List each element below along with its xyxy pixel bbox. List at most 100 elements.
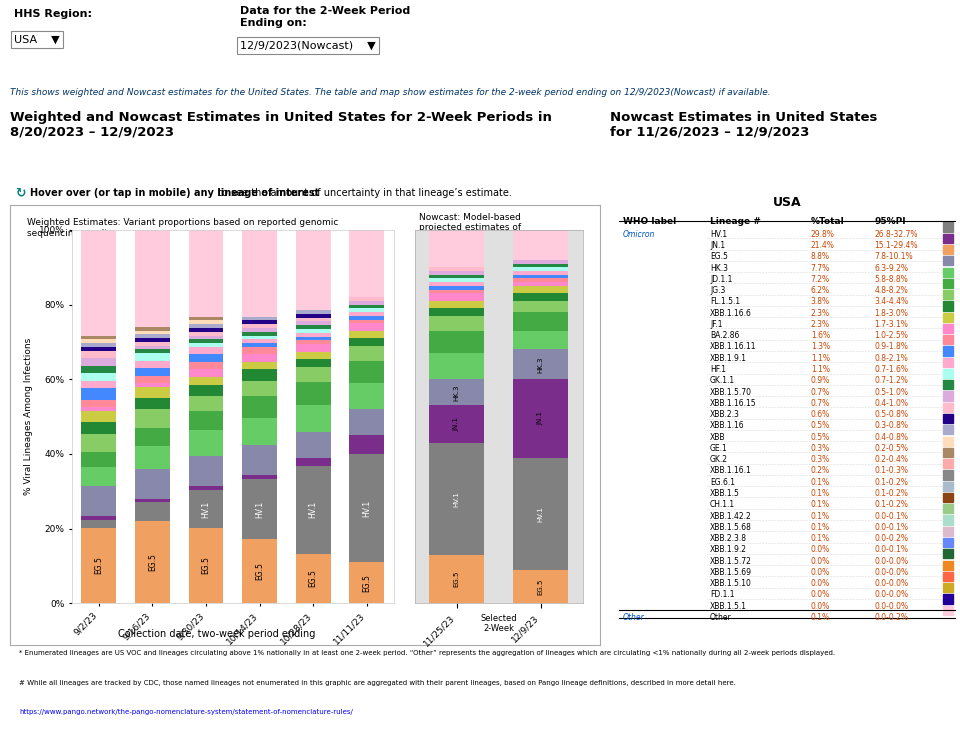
Bar xyxy=(349,383,384,409)
Bar xyxy=(82,373,116,381)
Bar xyxy=(296,333,330,336)
Bar xyxy=(429,353,484,379)
Text: 0.0-0.1%: 0.0-0.1% xyxy=(875,511,908,520)
Bar xyxy=(82,388,116,400)
Bar xyxy=(82,343,116,347)
Bar xyxy=(82,520,116,528)
Text: XBB.1.9.1: XBB.1.9.1 xyxy=(710,354,747,363)
Bar xyxy=(429,286,484,290)
Text: 0.3%: 0.3% xyxy=(810,444,830,453)
Text: 1.1%: 1.1% xyxy=(810,365,829,374)
Text: 2.3%: 2.3% xyxy=(810,308,829,317)
Bar xyxy=(944,391,953,400)
Text: 1.0-2.5%: 1.0-2.5% xyxy=(875,331,908,340)
Text: 0.1-0.2%: 0.1-0.2% xyxy=(875,500,908,509)
Bar xyxy=(135,498,170,502)
Bar xyxy=(514,267,568,271)
Bar xyxy=(944,504,953,513)
Text: XBB.1.16.15: XBB.1.16.15 xyxy=(710,399,756,408)
Text: 0.5%: 0.5% xyxy=(810,433,830,442)
Text: XBB.2.3.8: XBB.2.3.8 xyxy=(710,534,747,543)
Bar xyxy=(296,405,330,432)
Text: 0.1-0.2%: 0.1-0.2% xyxy=(875,478,908,487)
Bar xyxy=(944,459,953,468)
Text: FL.1.5.1: FL.1.5.1 xyxy=(710,297,740,306)
Text: JN.1: JN.1 xyxy=(538,412,543,425)
Text: Collection date, two-week period ending: Collection date, two-week period ending xyxy=(117,629,315,639)
Text: 3.8%: 3.8% xyxy=(810,297,829,306)
Bar xyxy=(514,458,568,569)
Text: 2.3%: 2.3% xyxy=(810,320,829,329)
Text: JG.3: JG.3 xyxy=(710,287,726,295)
Text: 0.6%: 0.6% xyxy=(810,410,830,419)
Bar xyxy=(514,278,568,282)
Text: 0.5-1.0%: 0.5-1.0% xyxy=(875,388,908,397)
Bar xyxy=(514,331,568,349)
Bar xyxy=(514,312,568,331)
Bar xyxy=(135,446,170,469)
Bar xyxy=(944,583,953,592)
Bar xyxy=(296,553,330,603)
Bar xyxy=(242,332,277,336)
Bar xyxy=(349,316,384,320)
Text: EG.6.1: EG.6.1 xyxy=(710,478,735,487)
Text: 0.0-0.1%: 0.0-0.1% xyxy=(875,545,908,554)
Text: 0.1-0.2%: 0.1-0.2% xyxy=(875,489,908,498)
Bar xyxy=(429,293,484,301)
Bar xyxy=(514,282,568,286)
Text: EG.5: EG.5 xyxy=(538,578,543,595)
Bar xyxy=(514,569,568,603)
Bar xyxy=(296,321,330,325)
Text: XBB.1.5.1: XBB.1.5.1 xyxy=(710,602,747,611)
Text: Weighted Estimates: Variant proportions based on reported genomic
sequencing res: Weighted Estimates: Variant proportions … xyxy=(27,218,339,238)
Bar xyxy=(82,467,116,486)
Bar xyxy=(82,351,116,358)
Bar xyxy=(82,400,116,407)
Bar xyxy=(349,345,384,360)
Bar xyxy=(242,328,277,332)
Bar xyxy=(82,381,116,388)
Text: HV.1: HV.1 xyxy=(538,506,543,522)
Bar xyxy=(188,328,224,332)
Bar xyxy=(514,264,568,267)
Text: USA: USA xyxy=(773,196,802,209)
Text: XBB.1.5.70: XBB.1.5.70 xyxy=(710,388,752,397)
Text: 95%PI: 95%PI xyxy=(875,217,906,226)
Text: BA.2.86: BA.2.86 xyxy=(710,331,739,340)
Bar xyxy=(82,407,116,411)
Bar xyxy=(944,335,953,345)
Bar xyxy=(188,347,224,354)
Text: HF.1: HF.1 xyxy=(710,365,726,374)
Bar xyxy=(135,375,170,383)
Bar xyxy=(296,314,330,317)
Bar xyxy=(296,329,330,333)
Bar xyxy=(429,230,484,267)
Bar xyxy=(514,379,568,458)
Text: USA    ▼: USA ▼ xyxy=(14,34,60,44)
Bar xyxy=(82,366,116,373)
Bar xyxy=(188,385,224,396)
Bar xyxy=(944,538,953,547)
Text: XBB.1.5.10: XBB.1.5.10 xyxy=(710,579,752,588)
Bar xyxy=(944,234,953,243)
Text: Data for the 2-Week Period
Ending on:: Data for the 2-Week Period Ending on: xyxy=(240,6,410,28)
Bar xyxy=(429,316,484,331)
Bar xyxy=(296,432,330,458)
Bar xyxy=(135,383,170,387)
Text: EG.5: EG.5 xyxy=(94,556,104,575)
Text: 0.5%: 0.5% xyxy=(810,421,830,431)
Bar xyxy=(944,222,953,231)
Bar xyxy=(944,448,953,457)
Bar xyxy=(242,343,277,347)
Text: 12/9/2023(Nowcast)    ▼: 12/9/2023(Nowcast) ▼ xyxy=(240,40,375,51)
Text: This shows weighted and Nowcast estimates for the United States. The table and m: This shows weighted and Nowcast estimate… xyxy=(10,88,770,97)
Bar xyxy=(944,302,953,311)
Text: 1.8-3.0%: 1.8-3.0% xyxy=(875,308,908,317)
Bar xyxy=(944,572,953,581)
Text: 0.0-0.1%: 0.0-0.1% xyxy=(875,523,908,532)
Bar xyxy=(349,562,384,603)
Text: 0.1%: 0.1% xyxy=(810,613,829,622)
Bar xyxy=(188,332,224,336)
Bar xyxy=(188,490,224,528)
Text: HV.1: HV.1 xyxy=(710,230,727,239)
